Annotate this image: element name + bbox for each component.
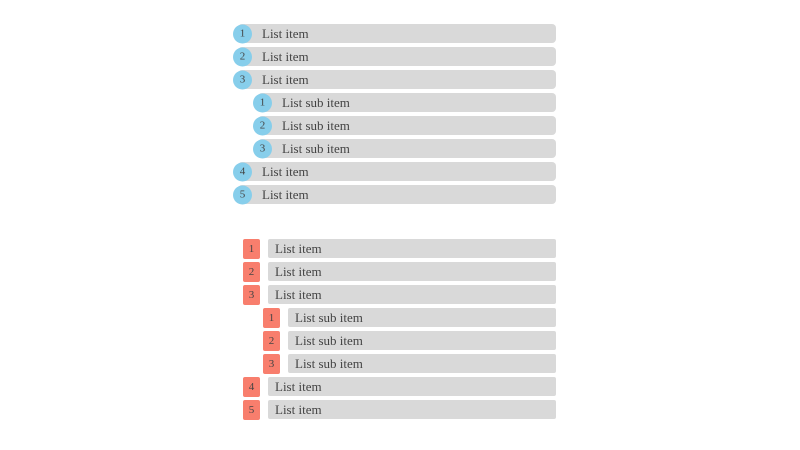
item-label: List sub item	[295, 332, 363, 348]
item-label: List item	[275, 263, 322, 279]
item-number-badge: 2	[243, 261, 260, 282]
item-label: List item	[275, 240, 322, 256]
item-label: List sub item	[282, 117, 350, 133]
list-item: 1 List item	[233, 24, 556, 43]
list-sub-item: 3 List sub item	[253, 139, 556, 158]
list-item: 2 List item	[233, 47, 556, 66]
list-item: 3 List item	[243, 284, 556, 305]
list-item: 5 List item	[233, 185, 556, 204]
item-bar: List sub item	[288, 308, 556, 327]
item-bar: List item	[268, 262, 556, 281]
item-bar: List sub item	[258, 93, 556, 112]
list-item: 5 List item	[243, 399, 556, 420]
item-bar: List item	[268, 377, 556, 396]
item-number-badge: 1	[263, 307, 280, 328]
item-number-badge: 5	[243, 399, 260, 420]
item-bar: List sub item	[288, 354, 556, 373]
list-item: 1 List item	[243, 238, 556, 259]
item-label: List item	[262, 48, 309, 64]
list-sub-item: 2 List sub item	[263, 330, 556, 351]
item-bar: List sub item	[258, 116, 556, 135]
item-bar: List item	[238, 47, 556, 66]
item-number-badge: 3	[233, 70, 252, 89]
item-number-badge: 3	[263, 353, 280, 374]
list-sub-item: 1 List sub item	[263, 307, 556, 328]
list-sub-item: 3 List sub item	[263, 353, 556, 374]
item-bar: List sub item	[258, 139, 556, 158]
item-label: List sub item	[295, 355, 363, 371]
item-number-badge: 4	[243, 376, 260, 397]
item-bar: List item	[238, 24, 556, 43]
list-sub-item: 2 List sub item	[253, 116, 556, 135]
item-label: List sub item	[282, 94, 350, 110]
item-bar: List item	[238, 162, 556, 181]
item-label: List item	[275, 401, 322, 417]
item-bar: List item	[238, 70, 556, 89]
item-number-badge: 3	[243, 284, 260, 305]
item-number-badge: 2	[233, 47, 252, 66]
list-item: 3 List item	[233, 70, 556, 89]
item-label: List item	[262, 71, 309, 87]
item-label: List item	[262, 25, 309, 41]
item-number-badge: 5	[233, 185, 252, 204]
numbered-list-circle-badges: 1 List item 2 List item 3 List item 1 Li…	[233, 24, 556, 208]
item-number-badge: 1	[253, 93, 272, 112]
item-bar: List sub item	[288, 331, 556, 350]
item-bar: List item	[268, 285, 556, 304]
list-item: 2 List item	[243, 261, 556, 282]
item-bar: List item	[268, 400, 556, 419]
item-number-badge: 3	[253, 139, 272, 158]
item-label: List item	[275, 286, 322, 302]
item-number-badge: 2	[263, 330, 280, 351]
item-label: List item	[262, 163, 309, 179]
item-bar: List item	[268, 239, 556, 258]
list-sub-item: 1 List sub item	[253, 93, 556, 112]
list-item: 4 List item	[233, 162, 556, 181]
item-number-badge: 1	[243, 238, 260, 259]
item-bar: List item	[238, 185, 556, 204]
item-label: List item	[275, 378, 322, 394]
list-item: 4 List item	[243, 376, 556, 397]
item-number-badge: 4	[233, 162, 252, 181]
item-label: List item	[262, 186, 309, 202]
item-label: List sub item	[282, 140, 350, 156]
item-number-badge: 2	[253, 116, 272, 135]
item-label: List sub item	[295, 309, 363, 325]
item-number-badge: 1	[233, 24, 252, 43]
numbered-list-square-badges: 1 List item 2 List item 3 List item 1 Li…	[243, 238, 556, 423]
